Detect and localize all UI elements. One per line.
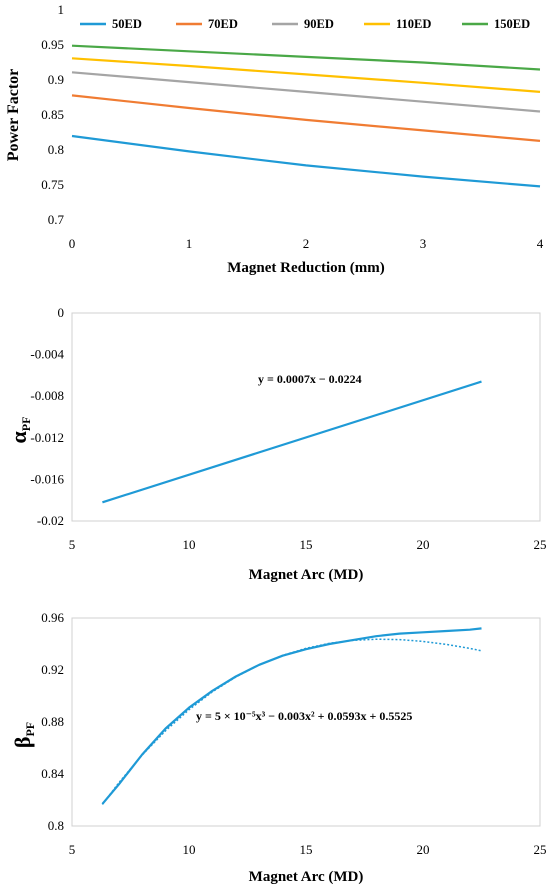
y-axis-label-subscript: PF xyxy=(19,417,33,432)
x-tick-label: 20 xyxy=(417,842,430,857)
legend-label-50ed: 50ED xyxy=(112,17,142,31)
x-tick-label: 4 xyxy=(537,236,544,251)
alpha-pf-chart: -0.02 -0.016 -0.012 -0.008 -0.004 0 5 10 15 20 25… xyxy=(6,305,547,583)
x-tick-label: 10 xyxy=(183,842,196,857)
x-tick-label: 0 xyxy=(69,236,76,251)
trendline-equation: y = 0.0007x − 0.0224 xyxy=(258,372,362,386)
beta-pf-chart: 0.8 0.84 0.88 0.92 0.96 5 10 15 20 25 y = 5 × 10… xyxy=(10,610,547,885)
y-tick-label: -0.016 xyxy=(30,471,64,486)
y-tick-label: -0.02 xyxy=(37,513,64,528)
y-tick-label: -0.004 xyxy=(30,347,64,362)
y-tick-label: 0.85 xyxy=(41,107,64,122)
x-tick-label: 20 xyxy=(417,537,430,552)
x-tick-label: 5 xyxy=(69,842,76,857)
y-axis-label: Power Factor xyxy=(5,69,22,162)
series-line-50ed xyxy=(71,134,541,188)
x-tick-label: 25 xyxy=(534,842,547,857)
y-tick-label: 0.84 xyxy=(41,766,64,781)
series-line-trendline xyxy=(101,638,482,805)
series-line-150ed xyxy=(71,44,541,71)
x-axis-label: Magnet Arc (MD) xyxy=(249,567,364,583)
y-tick-label: 0.9 xyxy=(48,72,64,87)
y-tick-label: 0 xyxy=(58,305,65,320)
x-tick-label: 15 xyxy=(300,537,313,552)
legend-label-70ed: 70ED xyxy=(208,17,238,31)
plot-area xyxy=(72,10,540,220)
legend: 50ED 70ED 90ED 110ED 150ED xyxy=(80,17,530,31)
y-tick-label: 0.7 xyxy=(48,212,65,227)
series-line-110ed xyxy=(71,57,541,93)
series-line-data xyxy=(102,380,482,504)
svg-text:αPF: αPF xyxy=(6,417,33,444)
legend-label-110ed: 110ED xyxy=(396,17,431,31)
series-line-90ed xyxy=(71,71,541,113)
legend-label-150ed: 150ED xyxy=(494,17,530,31)
y-axis-label: βPF xyxy=(10,722,37,748)
svg-text:βPF: βPF xyxy=(10,722,37,748)
y-axis-label-symbol: α xyxy=(6,430,31,443)
y-tick-label: 0.8 xyxy=(48,142,64,157)
x-tick-label: 10 xyxy=(183,537,196,552)
y-tick-label: 0.95 xyxy=(41,37,64,52)
x-tick-label: 25 xyxy=(534,537,547,552)
y-axis-label-symbol: β xyxy=(10,737,35,749)
y-tick-label: 0.8 xyxy=(48,818,64,833)
y-tick-label: 0.75 xyxy=(41,177,64,192)
x-tick-label: 5 xyxy=(69,537,76,552)
y-tick-label: -0.008 xyxy=(30,388,64,403)
y-tick-label: 0.88 xyxy=(41,714,64,729)
legend-label-90ed: 90ED xyxy=(304,17,334,31)
plot-area xyxy=(71,617,541,827)
x-axis-label: Magnet Arc (MD) xyxy=(249,869,364,885)
y-axis-label: αPF xyxy=(6,417,33,444)
x-tick-label: 3 xyxy=(420,236,427,251)
power-factor-chart: 0.7 0.75 0.8 0.85 0.9 0.95 1 0 1 2 3 4 50ED 70ED 90E… xyxy=(5,2,544,276)
x-tick-label: 2 xyxy=(303,236,310,251)
y-axis-label-subscript: PF xyxy=(23,722,37,737)
x-axis-label: Magnet Reduction (mm) xyxy=(227,260,384,276)
y-tick-label: -0.012 xyxy=(30,430,64,445)
trendline-equation: y = 5 × 10⁻⁵x³ − 0.003x² + 0.0593x + 0.5… xyxy=(196,709,412,723)
series-line-70ed xyxy=(71,94,541,142)
y-tick-label: 0.96 xyxy=(41,610,64,625)
y-tick-label: 0.92 xyxy=(41,662,64,677)
x-tick-label: 1 xyxy=(186,236,193,251)
y-tick-label: 1 xyxy=(58,2,65,17)
x-tick-label: 15 xyxy=(300,842,313,857)
